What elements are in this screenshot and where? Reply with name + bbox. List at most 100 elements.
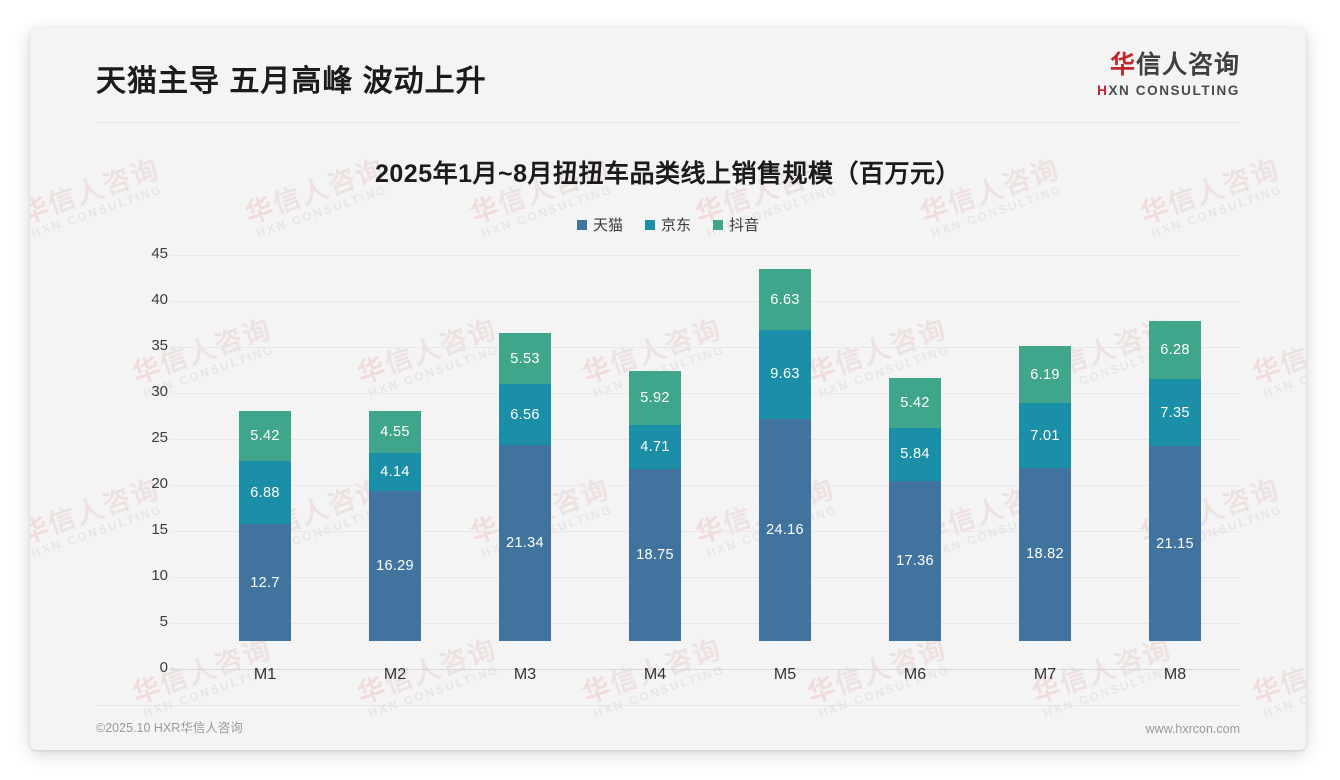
bar-group-M8[interactable]: 6.28 7.35 21.15 bbox=[1149, 321, 1201, 641]
brand-logo-cn-rest: 信人咨询 bbox=[1135, 51, 1240, 79]
bar-value-label: 17.36 bbox=[896, 553, 934, 570]
bar-value-label: 21.15 bbox=[1156, 535, 1194, 552]
bar-segment-天猫-M1[interactable]: 12.7 bbox=[239, 524, 291, 641]
chart-legend: 天猫 京东 抖音 bbox=[30, 214, 1306, 235]
bar-value-label: 18.75 bbox=[636, 546, 674, 563]
bar-value-label: 24.16 bbox=[766, 521, 804, 538]
bar-value-label: 5.42 bbox=[250, 427, 280, 444]
gridline bbox=[170, 301, 1240, 302]
page-title: 天猫主导 五月高峰 波动上升 bbox=[96, 65, 487, 98]
legend-label: 抖音 bbox=[729, 217, 760, 234]
y-axis-tick-label: 45 bbox=[151, 245, 168, 262]
bar-segment-抖音-M4[interactable]: 5.92 bbox=[629, 370, 681, 426]
bar-value-label: 5.42 bbox=[900, 394, 930, 411]
bar-value-label: 7.35 bbox=[1160, 404, 1190, 421]
bar-value-label: 4.71 bbox=[640, 438, 670, 455]
footer-divider bbox=[96, 705, 1240, 706]
x-axis-tick-label: M6 bbox=[903, 666, 927, 683]
slide-footer: ©2025.10 HXR华信人咨询 www.hxrcon.com bbox=[30, 705, 1306, 750]
bar-group-M6[interactable]: 5.42 5.84 17.36 bbox=[889, 377, 941, 641]
gridline bbox=[170, 669, 1240, 670]
bar-segment-天猫-M4[interactable]: 18.75 bbox=[629, 468, 681, 641]
gridline bbox=[170, 255, 1240, 256]
bar-group-M4[interactable]: 5.92 4.71 18.75 bbox=[629, 370, 681, 641]
bar-segment-天猫-M8[interactable]: 21.15 bbox=[1149, 446, 1201, 641]
brand-logo-en-rest: XN CONSULTING bbox=[1108, 82, 1240, 98]
legend-swatch-icon bbox=[576, 219, 587, 230]
bar-group-M5[interactable]: 6.63 9.63 24.16 bbox=[759, 269, 811, 641]
y-axis-tick-label: 0 bbox=[159, 659, 168, 676]
gridline bbox=[170, 623, 1240, 624]
bar-segment-抖音-M6[interactable]: 5.42 bbox=[889, 377, 941, 428]
bar-segment-京东-M4[interactable]: 4.71 bbox=[629, 425, 681, 469]
brand-logo-cn-text: 华信人咨询 bbox=[1097, 51, 1240, 80]
bar-value-label: 18.82 bbox=[1026, 546, 1064, 563]
bar-segment-天猫-M3[interactable]: 21.34 bbox=[499, 444, 551, 641]
gridline bbox=[170, 531, 1240, 532]
legend-swatch-icon bbox=[644, 219, 655, 230]
gridline bbox=[170, 393, 1240, 394]
slide-header: 天猫主导 五月高峰 波动上升 华信人咨询 HXN CONSULTING bbox=[30, 28, 1306, 122]
x-axis-tick-label: M2 bbox=[383, 666, 407, 683]
legend-item-2[interactable]: 京东 bbox=[644, 214, 691, 235]
y-axis-tick-label: 20 bbox=[151, 475, 168, 492]
legend-item-1[interactable]: 天猫 bbox=[576, 214, 623, 235]
bar-group-M3[interactable]: 5.53 6.56 21.34 bbox=[499, 333, 551, 641]
bar-segment-天猫-M2[interactable]: 16.29 bbox=[369, 491, 421, 641]
gridline bbox=[170, 485, 1240, 486]
y-axis-tick-label: 30 bbox=[151, 383, 168, 400]
bar-segment-京东-M2[interactable]: 4.14 bbox=[369, 453, 421, 492]
bar-value-label: 6.63 bbox=[770, 291, 800, 308]
bar-value-label: 6.88 bbox=[250, 484, 280, 501]
bar-segment-京东-M6[interactable]: 5.84 bbox=[889, 427, 941, 482]
bar-group-M7[interactable]: 6.19 7.01 18.82 bbox=[1019, 346, 1071, 641]
legend-item-3[interactable]: 抖音 bbox=[713, 214, 759, 235]
x-axis-tick-label: M1 bbox=[253, 666, 277, 683]
x-axis-tick-label: M7 bbox=[1033, 666, 1057, 683]
bar-segment-京东-M5[interactable]: 9.63 bbox=[759, 330, 811, 419]
bar-segment-抖音-M2[interactable]: 4.55 bbox=[369, 411, 421, 454]
bar-value-label: 21.34 bbox=[506, 534, 544, 551]
bar-segment-抖音-M5[interactable]: 6.63 bbox=[759, 269, 811, 331]
brand-logo-cn-accent: 华 bbox=[1109, 51, 1136, 79]
bar-value-label: 6.19 bbox=[1030, 366, 1060, 383]
bar-segment-抖音-M7[interactable]: 6.19 bbox=[1019, 346, 1071, 404]
bar-segment-天猫-M7[interactable]: 18.82 bbox=[1019, 467, 1071, 641]
chart-bars: 5.42 6.88 12.7 M1 4.55 4.14 16.29 M2 5.53 6.56 21.… bbox=[200, 28, 1240, 750]
legend-label: 天猫 bbox=[592, 217, 623, 234]
header-divider bbox=[96, 122, 1240, 123]
bar-segment-天猫-M6[interactable]: 17.36 bbox=[889, 481, 941, 641]
y-axis-tick-label: 25 bbox=[151, 429, 168, 446]
y-axis-tick-label: 35 bbox=[151, 337, 168, 354]
bar-value-label: 5.92 bbox=[640, 389, 670, 406]
bar-segment-抖音-M1[interactable]: 5.42 bbox=[239, 411, 291, 461]
bar-segment-京东-M8[interactable]: 7.35 bbox=[1149, 378, 1201, 447]
bar-group-M2[interactable]: 4.55 4.14 16.29 bbox=[369, 411, 421, 641]
brand-logo: 华信人咨询 HXN CONSULTING bbox=[1097, 51, 1240, 98]
bar-segment-抖音-M3[interactable]: 5.53 bbox=[499, 333, 551, 385]
chart-plot-area: 0 5 10 15 20 25 30 35 40 45 5.42 6.88 12.7 M1 4.55 4.1… bbox=[30, 28, 1306, 750]
bar-segment-京东-M1[interactable]: 6.88 bbox=[239, 460, 291, 525]
gridline bbox=[170, 577, 1240, 578]
bar-segment-抖音-M8[interactable]: 6.28 bbox=[1149, 321, 1201, 379]
brand-logo-en-accent: H bbox=[1097, 82, 1109, 98]
footer-copyright: ©2025.10 HXR华信人咨询 bbox=[96, 721, 243, 735]
gridline bbox=[170, 439, 1240, 440]
y-axis-tick-label: 10 bbox=[151, 567, 168, 584]
footer-website[interactable]: www.hxrcon.com bbox=[1145, 722, 1240, 736]
bar-value-label: 9.63 bbox=[770, 366, 800, 383]
bar-value-label: 6.28 bbox=[1160, 341, 1190, 358]
x-axis-tick-label: M3 bbox=[513, 666, 537, 683]
bar-value-label: 4.14 bbox=[380, 464, 410, 481]
bar-value-label: 5.53 bbox=[510, 350, 540, 367]
bar-segment-京东-M7[interactable]: 7.01 bbox=[1019, 403, 1071, 468]
bar-segment-天猫-M5[interactable]: 24.16 bbox=[759, 418, 811, 641]
y-axis-tick-label: 40 bbox=[151, 291, 168, 308]
x-axis-tick-label: M4 bbox=[643, 666, 667, 683]
bar-value-label: 16.29 bbox=[376, 558, 414, 575]
bar-group-M1[interactable]: 5.42 6.88 12.7 bbox=[239, 411, 291, 641]
gridline bbox=[170, 347, 1240, 348]
bar-segment-京东-M3[interactable]: 6.56 bbox=[499, 384, 551, 445]
bar-value-label: 4.55 bbox=[380, 424, 410, 441]
x-axis-tick-label: M5 bbox=[773, 666, 797, 683]
